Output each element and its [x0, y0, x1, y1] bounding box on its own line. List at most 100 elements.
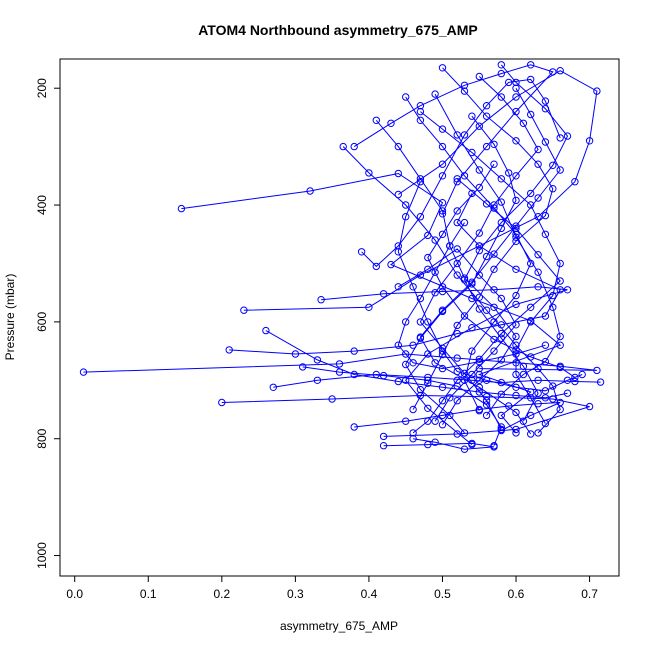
- data-point: [313, 376, 322, 384]
- series-line: [383, 438, 495, 450]
- data-point: [431, 90, 439, 98]
- data-point: [482, 200, 491, 208]
- data-point: [416, 116, 425, 125]
- chart-title: ATOM4 Northbound asymmetry_675_AMP: [198, 22, 478, 38]
- data-point: [460, 87, 469, 95]
- data-point: [512, 93, 520, 101]
- data-point: [269, 383, 277, 391]
- x-tick-label: 0.2: [213, 587, 230, 601]
- data-point: [490, 160, 498, 168]
- data-point: [402, 318, 410, 326]
- data-point: [512, 383, 520, 391]
- data-point: [475, 388, 483, 396]
- data-point: [556, 67, 564, 75]
- data-point: [482, 397, 491, 405]
- series-line: [419, 87, 561, 435]
- series-line: [302, 366, 502, 446]
- data-point: [453, 354, 461, 362]
- series-line: [427, 163, 576, 378]
- data-point: [460, 276, 469, 284]
- data-point: [534, 400, 542, 408]
- data-point: [593, 87, 601, 95]
- data-point: [416, 178, 425, 186]
- data-point: [512, 172, 520, 180]
- data-point: [453, 376, 461, 384]
- data-point: [313, 356, 322, 364]
- data-point: [596, 378, 605, 386]
- data-point: [431, 438, 439, 446]
- data-point: [497, 411, 505, 420]
- data-point: [497, 329, 505, 338]
- data-point: [519, 370, 528, 379]
- data-point: [512, 321, 520, 329]
- data-point: [512, 425, 520, 434]
- data-point: [379, 432, 388, 441]
- data-point: [350, 423, 358, 431]
- data-point: [541, 138, 550, 146]
- data-point: [534, 376, 542, 384]
- data-point: [527, 189, 535, 198]
- data-point: [497, 294, 505, 303]
- data-point: [328, 395, 336, 403]
- data-point: [79, 368, 88, 376]
- data-point: [534, 283, 542, 291]
- data-point: [563, 389, 572, 397]
- data-point: [549, 161, 557, 170]
- data-point: [505, 169, 513, 177]
- data-point: [468, 148, 476, 157]
- data-point: [350, 347, 358, 355]
- data-point: [490, 303, 498, 311]
- data-point: [438, 125, 447, 133]
- data-point: [549, 291, 557, 300]
- data-point: [490, 347, 498, 355]
- data-point: [402, 213, 410, 221]
- data-point: [387, 119, 395, 128]
- data-point: [527, 303, 535, 311]
- data-point: [527, 75, 535, 84]
- data-point: [416, 213, 425, 221]
- data-point: [512, 408, 520, 417]
- data-point: [541, 394, 550, 402]
- data-point: [475, 122, 483, 130]
- data-point: [556, 134, 564, 142]
- data-point: [446, 242, 454, 250]
- data-point: [475, 246, 483, 255]
- data-point: [416, 318, 425, 326]
- data-point: [512, 300, 520, 309]
- data-point: [512, 222, 520, 230]
- data-point: [512, 137, 520, 145]
- series-line: [273, 373, 601, 388]
- series-line: [342, 146, 561, 434]
- data-point: [571, 377, 579, 386]
- data-point: [460, 81, 469, 90]
- data-point: [549, 185, 557, 193]
- data-point: [534, 429, 542, 437]
- data-point: [379, 442, 388, 450]
- data-point: [460, 369, 469, 377]
- data-point: [438, 364, 447, 373]
- data-point: [475, 305, 483, 313]
- data-point: [563, 376, 572, 384]
- y-tick-label: 200: [35, 78, 49, 98]
- data-point: [541, 419, 550, 428]
- data-point: [468, 112, 476, 120]
- data-point: [446, 411, 454, 420]
- data-point: [475, 405, 483, 414]
- data-point: [541, 105, 550, 113]
- data-point: [387, 260, 395, 269]
- data-point: [438, 142, 447, 151]
- data-point: [482, 252, 491, 261]
- series-line: [221, 394, 590, 437]
- data-point: [527, 394, 535, 402]
- plot-frame: [59, 58, 620, 577]
- series-line: [361, 78, 561, 268]
- data-point: [453, 259, 461, 268]
- data-point: [497, 198, 505, 206]
- data-point: [482, 411, 491, 420]
- data-point: [556, 398, 564, 407]
- data-point: [534, 251, 542, 259]
- data-point: [490, 201, 498, 209]
- data-point: [556, 332, 564, 341]
- data-point: [262, 326, 270, 335]
- data-point: [556, 363, 564, 372]
